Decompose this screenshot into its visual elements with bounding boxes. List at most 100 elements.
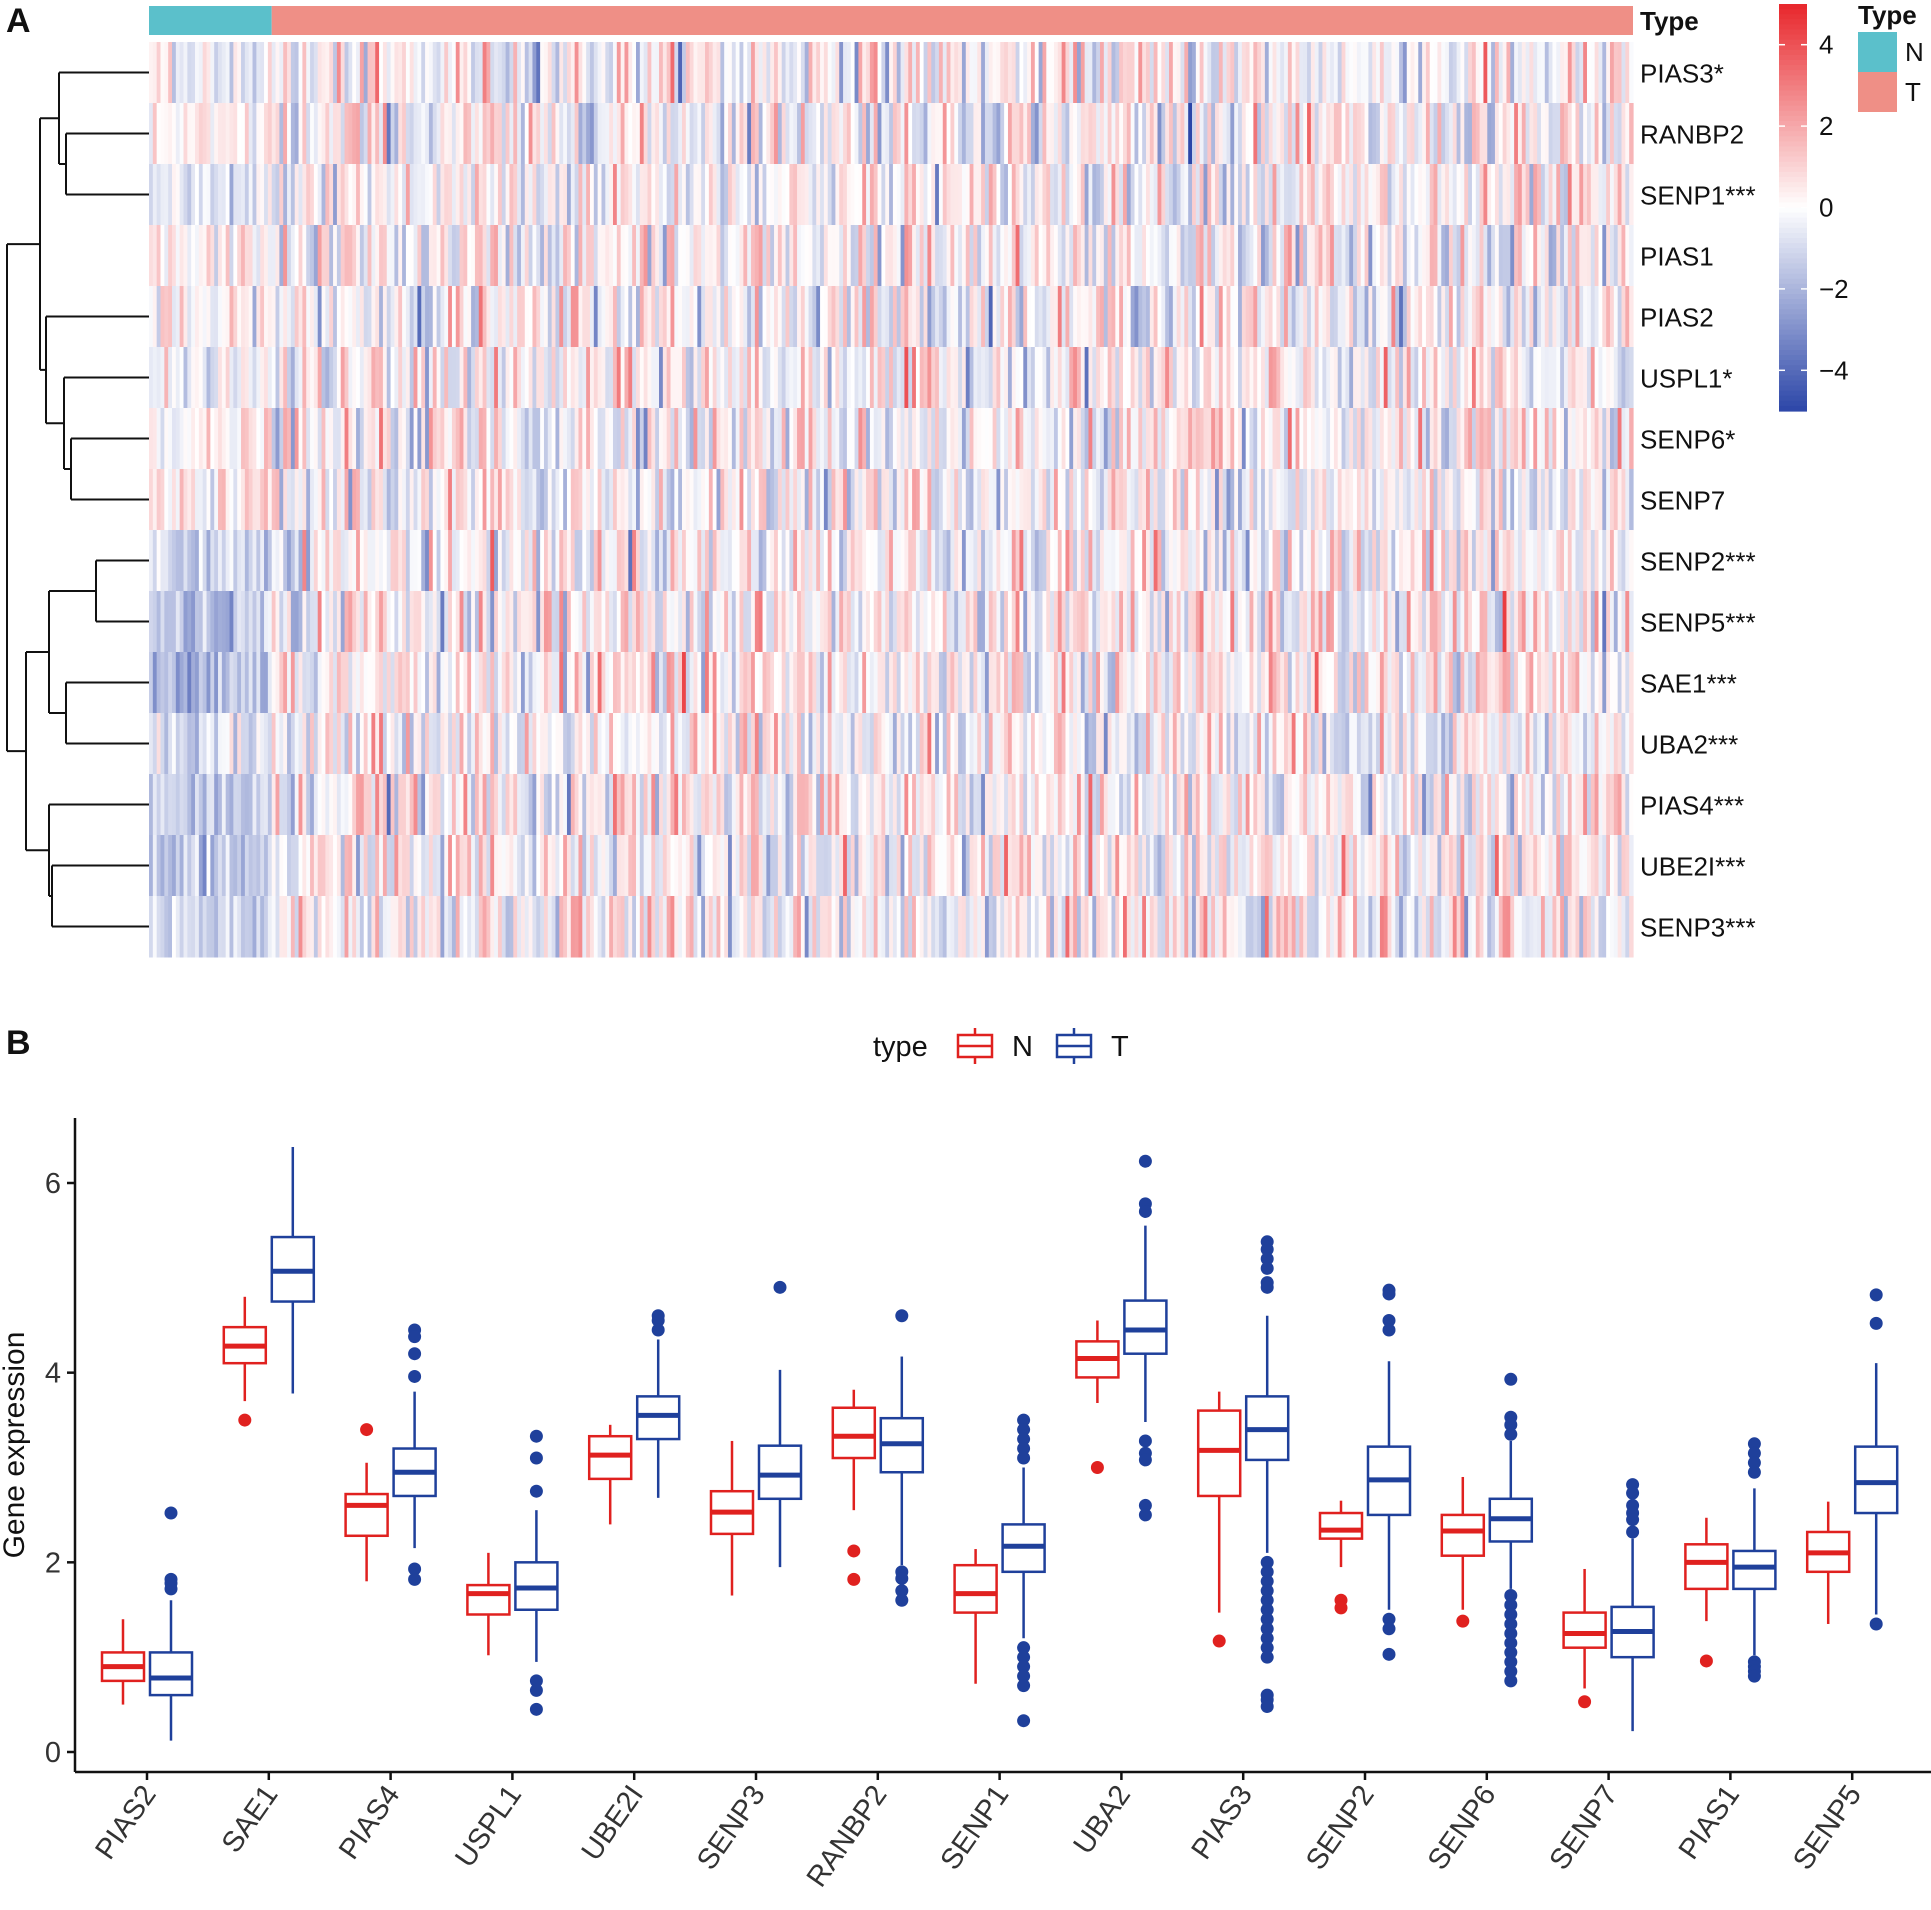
heat-cell (820, 286, 825, 348)
heat-cell (938, 225, 944, 287)
heat-cell (889, 469, 894, 531)
heat-cell (1583, 591, 1588, 653)
heat-cell (1625, 652, 1630, 714)
heat-cell (981, 408, 986, 470)
heat-cell (1157, 103, 1162, 165)
heat-cell (436, 591, 442, 653)
heat-cell (1510, 103, 1515, 165)
heat-cell (191, 774, 196, 836)
heat-cell (1533, 286, 1538, 348)
heat-cell (881, 42, 886, 104)
heat-cell (1410, 713, 1416, 775)
heat-cell (582, 774, 587, 836)
heat-cell (379, 530, 384, 592)
heat-cell (1406, 469, 1412, 531)
heat-cell (505, 408, 511, 470)
heat-cell (839, 652, 844, 714)
heat-cell (1134, 42, 1139, 104)
heat-cell (1215, 42, 1220, 104)
heat-cell (1360, 164, 1366, 226)
heat-cell (1452, 530, 1458, 592)
heat-cell (1245, 164, 1251, 226)
heat-cell (1291, 286, 1297, 348)
heat-cell (543, 713, 549, 775)
heat-cell (1322, 774, 1327, 836)
heat-cell (923, 103, 929, 165)
heat-cell (1264, 530, 1270, 592)
heat-cell (287, 469, 292, 531)
heat-cell (509, 225, 514, 287)
heat-cell (474, 469, 480, 531)
heat-cell (754, 469, 760, 531)
heat-cell (505, 103, 511, 165)
heat-cell (206, 530, 211, 592)
heat-cell (1169, 286, 1174, 348)
heat-cell (1594, 347, 1600, 409)
heat-cell (1337, 286, 1343, 348)
heat-cell (1073, 164, 1078, 226)
heat-cell (1468, 164, 1473, 226)
heat-cell (513, 286, 518, 348)
heat-cell (156, 774, 162, 836)
heat-cell (1299, 286, 1304, 348)
heat-cell (509, 286, 514, 348)
heat-cell (896, 286, 902, 348)
heat-cell (1349, 591, 1354, 653)
heat-cell (1579, 469, 1584, 531)
heat-cell (701, 774, 706, 836)
heat-cell (981, 469, 986, 531)
heat-cell (283, 713, 288, 775)
heat-cell (1103, 469, 1109, 531)
heat-cell (275, 774, 280, 836)
heat-cell (1330, 164, 1335, 226)
heat-cell (175, 286, 181, 348)
heat-cell (1146, 408, 1151, 470)
heat-cell (509, 42, 514, 104)
heat-cell (1165, 103, 1170, 165)
heat-cell (436, 42, 442, 104)
heat-cell (601, 713, 606, 775)
heat-cell (344, 774, 349, 836)
heat-cell (413, 286, 419, 348)
heat-cell (252, 530, 257, 592)
heat-cell (333, 42, 338, 104)
heat-cell (448, 225, 453, 287)
heat-cell (589, 164, 595, 226)
heat-cell (517, 42, 522, 104)
heat-cell (1130, 713, 1136, 775)
heat-cell (846, 347, 852, 409)
heat-cell (352, 774, 357, 836)
heat-cell (1471, 713, 1477, 775)
heat-cell (912, 469, 917, 531)
heat-cell (359, 42, 365, 104)
heat-cell (1303, 286, 1308, 348)
heat-cell (612, 42, 618, 104)
heat-cell (1621, 530, 1626, 592)
heat-cell (321, 164, 326, 226)
heat-cell (793, 713, 798, 775)
heat-cell (793, 591, 798, 653)
heat-cell (175, 591, 181, 653)
heat-cell (267, 774, 273, 836)
heat-cell (497, 286, 503, 348)
heat-cell (620, 103, 626, 165)
heat-cell (287, 408, 292, 470)
heat-cell (1571, 225, 1577, 287)
heat-cell (1617, 42, 1623, 104)
heat-cell (1138, 652, 1143, 714)
heat-cell (256, 286, 261, 348)
heat-cell (382, 530, 388, 592)
heat-cell (1088, 408, 1093, 470)
heat-cell (624, 286, 629, 348)
heat-cell (306, 652, 311, 714)
heat-cell (1249, 774, 1254, 836)
heat-cell (731, 408, 737, 470)
heat-cell (777, 286, 783, 348)
heat-cell (379, 347, 384, 409)
heat-cell (1169, 652, 1174, 714)
heat-cell (1176, 286, 1182, 348)
heat-cell (1548, 225, 1554, 287)
heat-cell (547, 591, 553, 653)
heat-cell (889, 164, 894, 226)
heat-cell (1468, 469, 1473, 531)
